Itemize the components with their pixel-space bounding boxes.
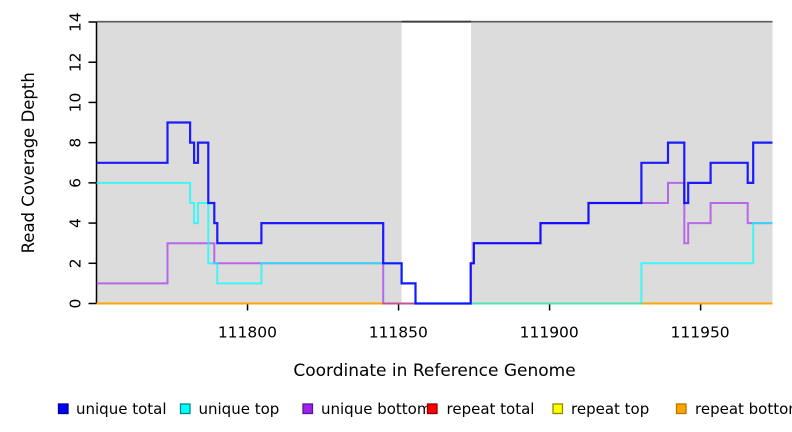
x-tick-label: 111900 [520, 324, 579, 342]
y-axis-title: Read Coverage Depth [19, 72, 38, 253]
legend-label: repeat bottom [695, 400, 792, 418]
legend-item: repeat bottom [675, 400, 792, 418]
legend-swatch-unique-top [179, 403, 191, 415]
legend-label: unique total [76, 400, 167, 418]
legend-label: repeat top [571, 400, 649, 418]
y-tick-label: 6 [67, 178, 85, 188]
legend-swatch-unique-bottom [302, 403, 314, 415]
legend-item: unique bottom [302, 400, 431, 418]
x-axis-title: Coordinate in Reference Genome [293, 361, 575, 381]
legend-swatch-repeat-top [552, 403, 564, 415]
y-tick-label: 10 [67, 93, 85, 113]
x-tick-label: 111850 [369, 324, 428, 342]
legend-item: unique top [179, 400, 280, 418]
legend-swatch-repeat-bottom [675, 403, 687, 415]
legend-item: repeat total [426, 400, 535, 418]
y-tick-label: 14 [67, 12, 85, 32]
series-unique-top [96, 181, 773, 305]
legend-swatch-unique-total [57, 403, 69, 415]
plot-area [88, 20, 773, 311]
legend-item: repeat top [552, 400, 649, 418]
y-tick-label: 8 [67, 138, 85, 148]
y-tick-label: 4 [67, 218, 85, 228]
legend-swatch-repeat-total [426, 403, 438, 415]
legend: unique total unique top unique bottom re… [57, 400, 792, 418]
legend-item: unique total [57, 400, 167, 418]
legend-label: unique bottom [321, 400, 431, 418]
x-tick-label: 111800 [218, 324, 277, 342]
x-tick-label: 111950 [671, 324, 730, 342]
y-tick-label: 0 [67, 299, 85, 309]
masked-region [401, 22, 472, 304]
y-tick-label: 2 [67, 258, 85, 268]
legend-label: unique top [199, 400, 280, 418]
y-tick-label: 12 [67, 52, 85, 72]
legend-label: repeat total [447, 400, 535, 418]
series-unique-total [96, 121, 773, 305]
